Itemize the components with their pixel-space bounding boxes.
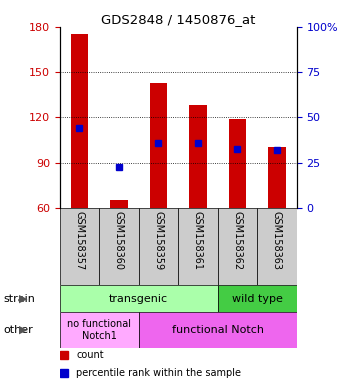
Bar [110,200,128,208]
Text: functional Notch: functional Notch [172,325,264,335]
Bar [189,105,207,208]
Text: GSM158359: GSM158359 [153,211,163,270]
Bar [60,312,139,348]
Text: wild type: wild type [232,294,283,304]
Text: no functional
Notch1: no functional Notch1 [67,319,131,341]
Bar [71,35,88,208]
Text: GSM158360: GSM158360 [114,211,124,270]
Bar [99,208,139,285]
Text: ▶: ▶ [19,325,27,335]
Bar [60,208,99,285]
Bar [257,208,297,285]
Bar [60,285,218,312]
Title: GDS2848 / 1450876_at: GDS2848 / 1450876_at [101,13,255,26]
Text: percentile rank within the sample: percentile rank within the sample [76,368,241,378]
Text: GSM158357: GSM158357 [74,211,85,270]
Bar [150,83,167,208]
Text: transgenic: transgenic [109,294,168,304]
Bar [218,285,297,312]
Bar [139,208,178,285]
Text: GSM158361: GSM158361 [193,211,203,270]
Text: GSM158362: GSM158362 [233,211,242,270]
Text: GSM158363: GSM158363 [272,211,282,270]
Text: count: count [76,350,104,360]
Text: ▶: ▶ [19,294,27,304]
Bar [228,119,246,208]
Bar [178,208,218,285]
Text: other: other [3,325,33,335]
Bar [139,312,297,348]
Text: strain: strain [3,294,35,304]
Bar [218,208,257,285]
Bar [268,147,286,208]
